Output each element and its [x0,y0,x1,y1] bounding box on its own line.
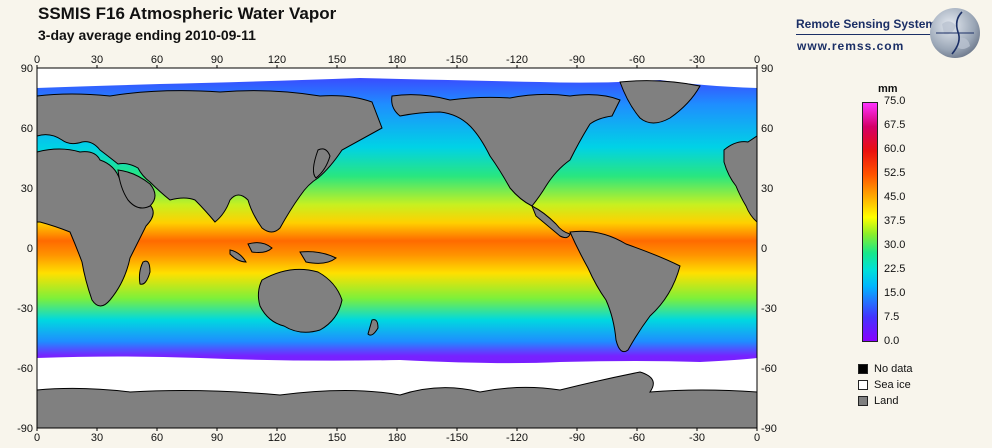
new-zealand-land [367,319,379,336]
legend-swatch [858,364,868,374]
colorbar-unit: mm [878,83,898,95]
lat-label-right: -30 [761,303,777,315]
lon-label-bottom: 60 [151,432,163,444]
map-subtitle: 3-day average ending 2010-09-11 [38,27,256,43]
colorbar-label: 67.5 [884,119,906,131]
map-axes: 0 0 30 30 60 60 90 90 120 120 150 150 180 180 -150 -150… [17,54,777,444]
legend-label: No data [874,363,913,375]
lon-label-bottom: -30 [689,432,705,444]
lon-label-top: 90 [211,54,223,66]
australia-land [257,268,343,333]
lon-label-top: -120 [506,54,528,66]
lat-label-right: 0 [761,243,767,255]
colorbar-label: 22.5 [884,263,906,275]
lon-label-bottom: -150 [446,432,468,444]
new-guinea-land [299,251,337,264]
globe-logo-icon [930,8,980,58]
south-america-land [569,230,681,353]
lat-label-left: 60 [21,123,33,135]
lat-label-left: 30 [21,183,33,195]
lon-label-top: 0 [34,54,40,66]
lon-label-top: 180 [388,54,406,66]
north-america-land [391,93,621,207]
lon-label-top: -30 [689,54,705,66]
lat-label-right: 30 [761,183,773,195]
lon-label-bottom: -60 [629,432,645,444]
lat-label-right: 60 [761,123,773,135]
logo-divider [796,34,946,35]
colorbar-label: 37.5 [884,215,906,227]
greenland-land [619,80,701,124]
lon-label-bottom: 120 [268,432,286,444]
map-title: SSMIS F16 Atmospheric Water Vapor [38,4,337,23]
colorbar [862,102,878,342]
central-america-land [531,204,571,239]
legend-swatch [858,380,868,390]
legend-label: Land [874,395,899,407]
lon-label-top: 150 [328,54,346,66]
lat-label-left: 0 [27,243,33,255]
madagascar-land [138,260,151,285]
eurasia-land [37,90,383,233]
lat-label-right: -90 [761,423,777,435]
lat-label-right: 90 [761,63,773,75]
colorbar-label: 60.0 [884,143,906,155]
lat-label-left: -30 [17,303,33,315]
west-africa-europe-land [723,135,757,223]
lon-label-bottom: 90 [211,432,223,444]
sumatra-land [229,249,247,263]
lon-label-top: -150 [446,54,468,66]
colorbar-label: 0.0 [884,335,900,347]
lon-label-bottom: -120 [506,432,528,444]
colorbar-label: 7.5 [884,311,900,323]
legend-label: Sea ice [874,379,911,391]
arctic-sea-ice [37,68,757,88]
arabia-land [117,169,156,209]
lat-label-left: -90 [17,423,33,435]
lon-label-bottom: 30 [91,432,103,444]
lon-label-bottom: 0 [34,432,40,444]
lon-label-top: -90 [569,54,585,66]
antarctica-land [37,371,757,428]
lon-label-top: 0 [754,54,760,66]
lon-label-bottom: -90 [569,432,585,444]
map-field [37,68,757,428]
lon-label-bottom: 0 [754,432,760,444]
lon-label-bottom: 180 [388,432,406,444]
colorbar-label: 52.5 [884,167,906,179]
logo-url[interactable]: www.remss.com [797,39,905,53]
colorbar-label: 30.0 [884,239,906,251]
japan-land [312,148,331,179]
logo-name: Remote Sensing Systems [796,17,943,31]
lon-label-top: 60 [151,54,163,66]
colorbar-label: 15.0 [884,287,906,299]
lon-label-top: -60 [629,54,645,66]
colorbar-label: 45.0 [884,191,906,203]
legend-swatch [858,396,868,406]
lon-label-bottom: 150 [328,432,346,444]
continents [37,80,757,353]
lat-label-left: -60 [17,363,33,375]
colorbar-label: 75.0 [884,95,906,107]
lat-label-left: 90 [21,63,33,75]
lat-label-right: -60 [761,363,777,375]
lon-label-top: 120 [268,54,286,66]
borneo-land [247,242,273,253]
lon-label-top: 30 [91,54,103,66]
